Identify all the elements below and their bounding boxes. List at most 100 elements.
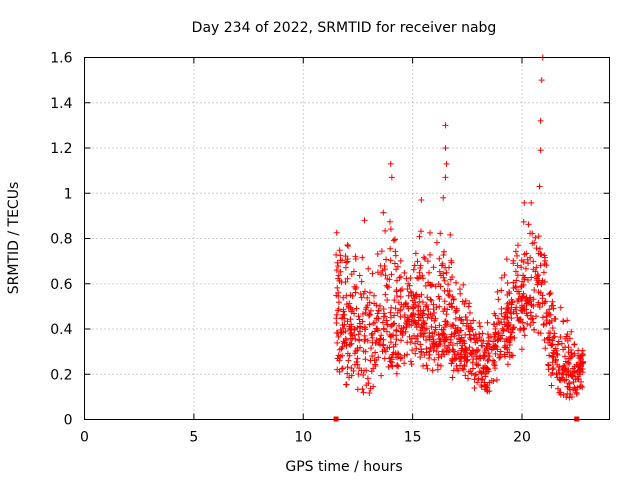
- data-point: [566, 360, 573, 367]
- data-point: [423, 325, 430, 332]
- data-point-outlier: [361, 217, 368, 224]
- data-point: [553, 347, 560, 354]
- data-point: [362, 309, 369, 316]
- data-point: [531, 286, 538, 293]
- data-point: [385, 284, 392, 291]
- data-point: [538, 281, 545, 288]
- data-point: [340, 306, 347, 313]
- data-point: [391, 312, 398, 319]
- data-point: [391, 297, 398, 304]
- data-point: [429, 340, 436, 347]
- y-axis-label: SRMTID / TECUs: [6, 182, 22, 295]
- data-point: [498, 274, 505, 281]
- data-point: [420, 363, 427, 370]
- data-point: [366, 389, 373, 396]
- data-point: [397, 257, 404, 264]
- data-point: [518, 295, 525, 302]
- data-point: [485, 356, 492, 363]
- data-point: [333, 229, 340, 236]
- data-point: [333, 292, 340, 299]
- data-point: [429, 333, 436, 340]
- data-point: [556, 376, 563, 383]
- data-point: [391, 320, 398, 327]
- data-point: [348, 323, 355, 330]
- data-point: [412, 350, 419, 357]
- data-point: [548, 302, 555, 309]
- data-point: [343, 301, 350, 308]
- data-point: [334, 366, 341, 373]
- data-point: [497, 348, 504, 355]
- data-point: [568, 393, 575, 400]
- data-point: [432, 324, 439, 331]
- data-point: [494, 288, 501, 295]
- data-point: [413, 345, 420, 352]
- data-point: [342, 264, 349, 271]
- data-point: [520, 303, 527, 310]
- data-point: [457, 317, 464, 324]
- data-point: [414, 333, 421, 340]
- data-point: [437, 362, 444, 369]
- data-point: [413, 335, 420, 342]
- data-point: [491, 334, 498, 341]
- data-point: [380, 342, 387, 349]
- data-point: [577, 359, 584, 366]
- data-point: [394, 362, 401, 369]
- data-point: [428, 297, 435, 304]
- data-point: [473, 371, 480, 378]
- data-point: [457, 362, 464, 369]
- data-point: [528, 274, 535, 281]
- data-point: [448, 331, 455, 338]
- data-point: [453, 307, 460, 314]
- data-point: [549, 298, 556, 305]
- data-point: [464, 317, 471, 324]
- data-point: [354, 355, 361, 362]
- data-point: [459, 365, 466, 372]
- x-tick-label: 0: [80, 430, 89, 446]
- data-point: [440, 330, 447, 337]
- data-point: [440, 270, 447, 277]
- data-point: [474, 379, 481, 386]
- data-point: [348, 340, 355, 347]
- data-point: [356, 316, 363, 323]
- data-point: [549, 353, 556, 360]
- data-point: [440, 308, 447, 315]
- data-point: [573, 391, 580, 398]
- data-point: [443, 311, 450, 318]
- data-point: [510, 279, 517, 286]
- data-point: [484, 319, 491, 326]
- data-point: [366, 289, 373, 296]
- data-point: [458, 347, 465, 354]
- data-point: [370, 320, 377, 327]
- data-point: [463, 358, 470, 365]
- data-point: [416, 233, 423, 240]
- data-point: [434, 366, 441, 373]
- data-point: [333, 315, 340, 322]
- data-point: [546, 291, 553, 298]
- data-point: [452, 279, 459, 286]
- data-point: [485, 368, 492, 375]
- data-point: [364, 337, 371, 344]
- data-point: [541, 278, 548, 285]
- data-point: [542, 345, 549, 352]
- data-point: [570, 379, 577, 386]
- data-point: [426, 348, 433, 355]
- data-point: [463, 322, 470, 329]
- y-tick-label: 1.4: [50, 96, 72, 112]
- data-point: [468, 350, 475, 357]
- data-point: [555, 338, 562, 345]
- data-point: [514, 298, 521, 305]
- data-point: [468, 324, 475, 331]
- data-point: [421, 255, 428, 262]
- data-point: [486, 344, 493, 351]
- data-point: [407, 358, 414, 365]
- data-point: [579, 384, 586, 391]
- data-point: [397, 307, 404, 314]
- data-point: [484, 357, 491, 364]
- data-point: [368, 345, 375, 352]
- data-point: [435, 341, 442, 348]
- data-point: [552, 357, 559, 364]
- data-point: [459, 337, 466, 344]
- data-point: [537, 330, 544, 337]
- data-point: [439, 348, 446, 355]
- data-point: [514, 288, 521, 295]
